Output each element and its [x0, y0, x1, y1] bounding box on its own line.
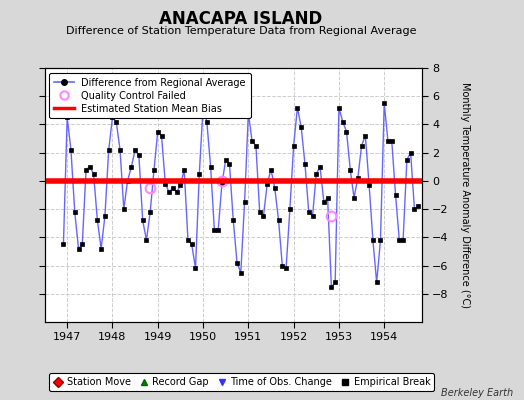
Legend: Station Move, Record Gap, Time of Obs. Change, Empirical Break: Station Move, Record Gap, Time of Obs. C…: [49, 373, 434, 391]
Text: ANACAPA ISLAND: ANACAPA ISLAND: [159, 10, 323, 28]
Text: Difference of Station Temperature Data from Regional Average: Difference of Station Temperature Data f…: [66, 26, 416, 36]
Text: Berkeley Earth: Berkeley Earth: [441, 388, 514, 398]
Y-axis label: Monthly Temperature Anomaly Difference (°C): Monthly Temperature Anomaly Difference (…: [460, 82, 470, 308]
Legend: Difference from Regional Average, Quality Control Failed, Estimated Station Mean: Difference from Regional Average, Qualit…: [49, 73, 251, 118]
